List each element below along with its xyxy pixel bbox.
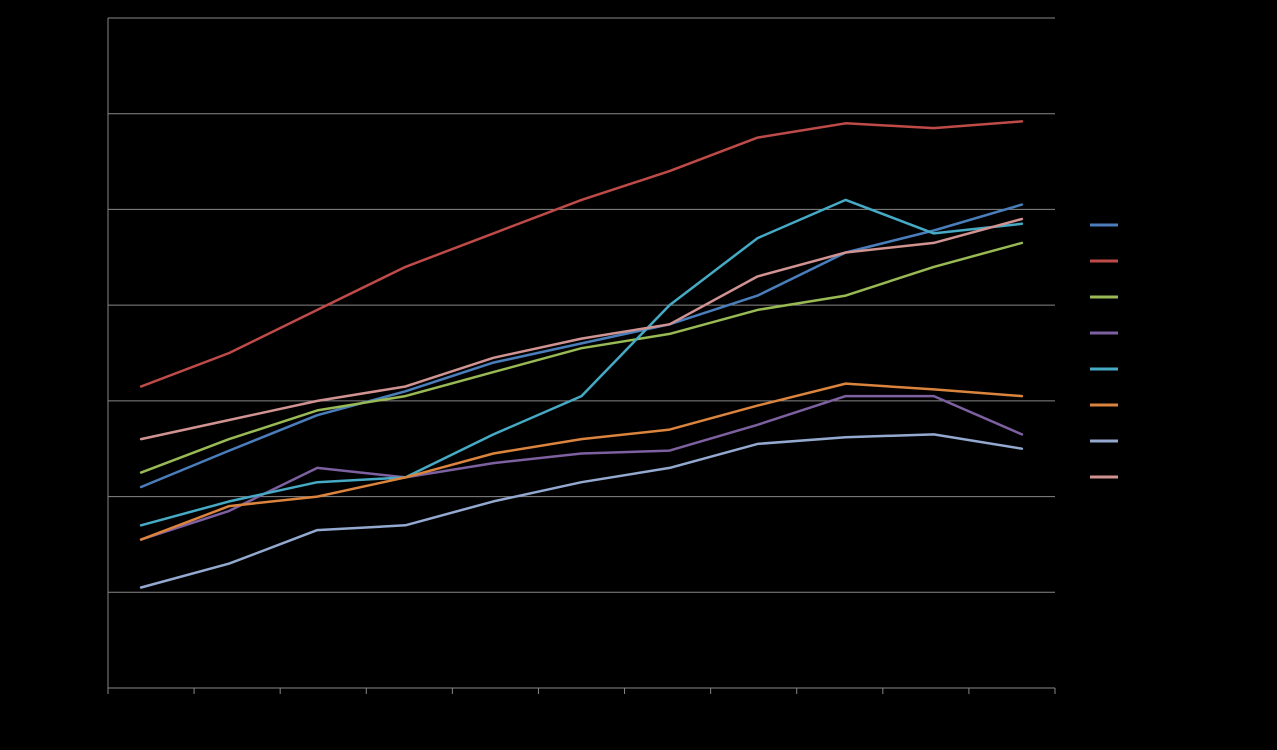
chart-svg xyxy=(0,0,1277,750)
line-chart xyxy=(0,0,1277,750)
